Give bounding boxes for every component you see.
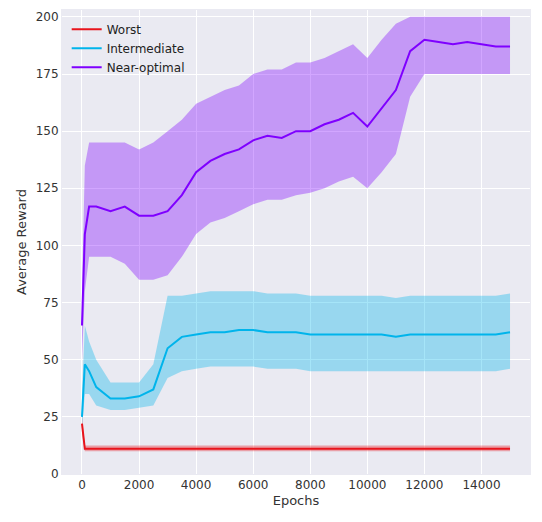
svg-text:50: 50 [43,353,58,367]
svg-text:6000: 6000 [238,478,269,492]
svg-text:Worst: Worst [107,23,142,37]
svg-text:Average Reward: Average Reward [14,189,29,295]
svg-text:12000: 12000 [405,478,443,492]
svg-text:125: 125 [36,181,59,195]
svg-text:2000: 2000 [124,478,155,492]
svg-text:Intermediate: Intermediate [107,42,184,56]
svg-text:100: 100 [36,239,59,253]
svg-text:150: 150 [36,124,59,138]
svg-text:75: 75 [43,296,58,310]
svg-text:14000: 14000 [462,478,500,492]
svg-text:175: 175 [36,67,59,81]
svg-text:4000: 4000 [181,478,212,492]
svg-text:8000: 8000 [295,478,326,492]
svg-text:200: 200 [36,10,59,24]
svg-text:Near-optimal: Near-optimal [107,61,185,75]
svg-text:0: 0 [78,478,86,492]
svg-text:25: 25 [43,410,58,424]
svg-text:0: 0 [51,467,59,481]
svg-text:Epochs: Epochs [273,493,320,508]
svg-text:10000: 10000 [348,478,386,492]
